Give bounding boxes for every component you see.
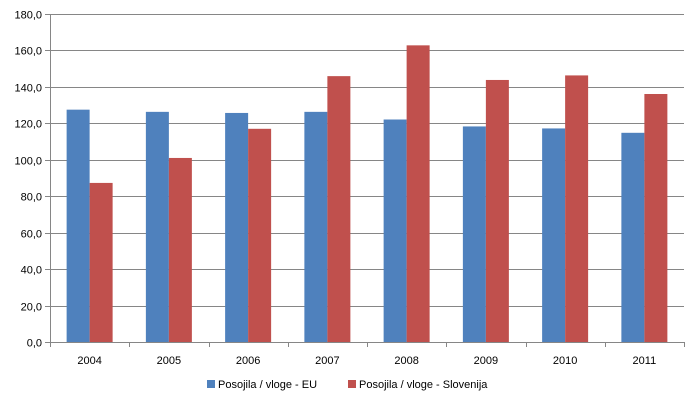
legend-label: Posojila / vloge - Slovenija: [359, 379, 488, 391]
y-tick-label: 80,0: [21, 192, 42, 204]
bar-slovenija-2008: [406, 45, 430, 342]
y-tick-label: 140,0: [14, 83, 42, 95]
bars: [66, 45, 668, 343]
x-tick-label: 2005: [157, 355, 181, 367]
y-tick-label: 0,0: [27, 338, 42, 350]
x-tick-label: 2009: [474, 355, 498, 367]
bar-eu-2009: [462, 126, 486, 342]
y-tick-label: 60,0: [21, 229, 42, 241]
x-tick-label: 2007: [315, 355, 339, 367]
bar-eu-2006: [225, 112, 249, 343]
x-tick-label: 2006: [236, 355, 260, 367]
bar-eu-2011: [621, 132, 645, 342]
bar-eu-2010: [542, 128, 566, 342]
bar-eu-2005: [145, 111, 169, 342]
bar-slovenija-2007: [327, 76, 351, 342]
y-tick-label: 40,0: [21, 265, 42, 277]
legend-label: Posojila / vloge - EU: [218, 379, 317, 391]
bar-slovenija-2011: [644, 93, 668, 343]
gridlines: [50, 14, 684, 307]
x-tick-label: 2010: [553, 355, 577, 367]
bar-slovenija-2009: [485, 79, 509, 342]
x-tick-labels: 2004 2005 2006 2007 2008 2009 2010 2011: [77, 355, 656, 367]
x-tick-label: 2011: [633, 355, 657, 367]
bar-slovenija-2006: [248, 128, 272, 342]
bar-eu-2004: [66, 109, 90, 343]
legend: Posojila / vloge - EU Posojila / vloge - …: [207, 379, 488, 391]
bar-eu-2008: [383, 119, 407, 342]
y-tick-labels: 0,0 20,0 40,0 60,0 80,0 100,0 120,0 140,0 160,0 1…: [14, 10, 42, 350]
bar-slovenija-2005: [168, 157, 192, 342]
y-tick-label: 180,0: [14, 10, 42, 22]
y-tick-label: 120,0: [14, 119, 42, 131]
legend-swatch: [348, 380, 356, 388]
x-tick-label: 2004: [77, 355, 101, 367]
bar-eu-2007: [304, 111, 328, 342]
y-tick-label: 100,0: [14, 156, 42, 168]
legend-swatch: [207, 380, 215, 388]
axes: [45, 14, 685, 347]
bar-slovenija-2010: [565, 75, 589, 343]
y-tick-label: 160,0: [14, 46, 42, 58]
bar-slovenija-2004: [89, 182, 113, 342]
x-tick-label: 2008: [394, 355, 418, 367]
y-tick-label: 20,0: [21, 302, 42, 314]
